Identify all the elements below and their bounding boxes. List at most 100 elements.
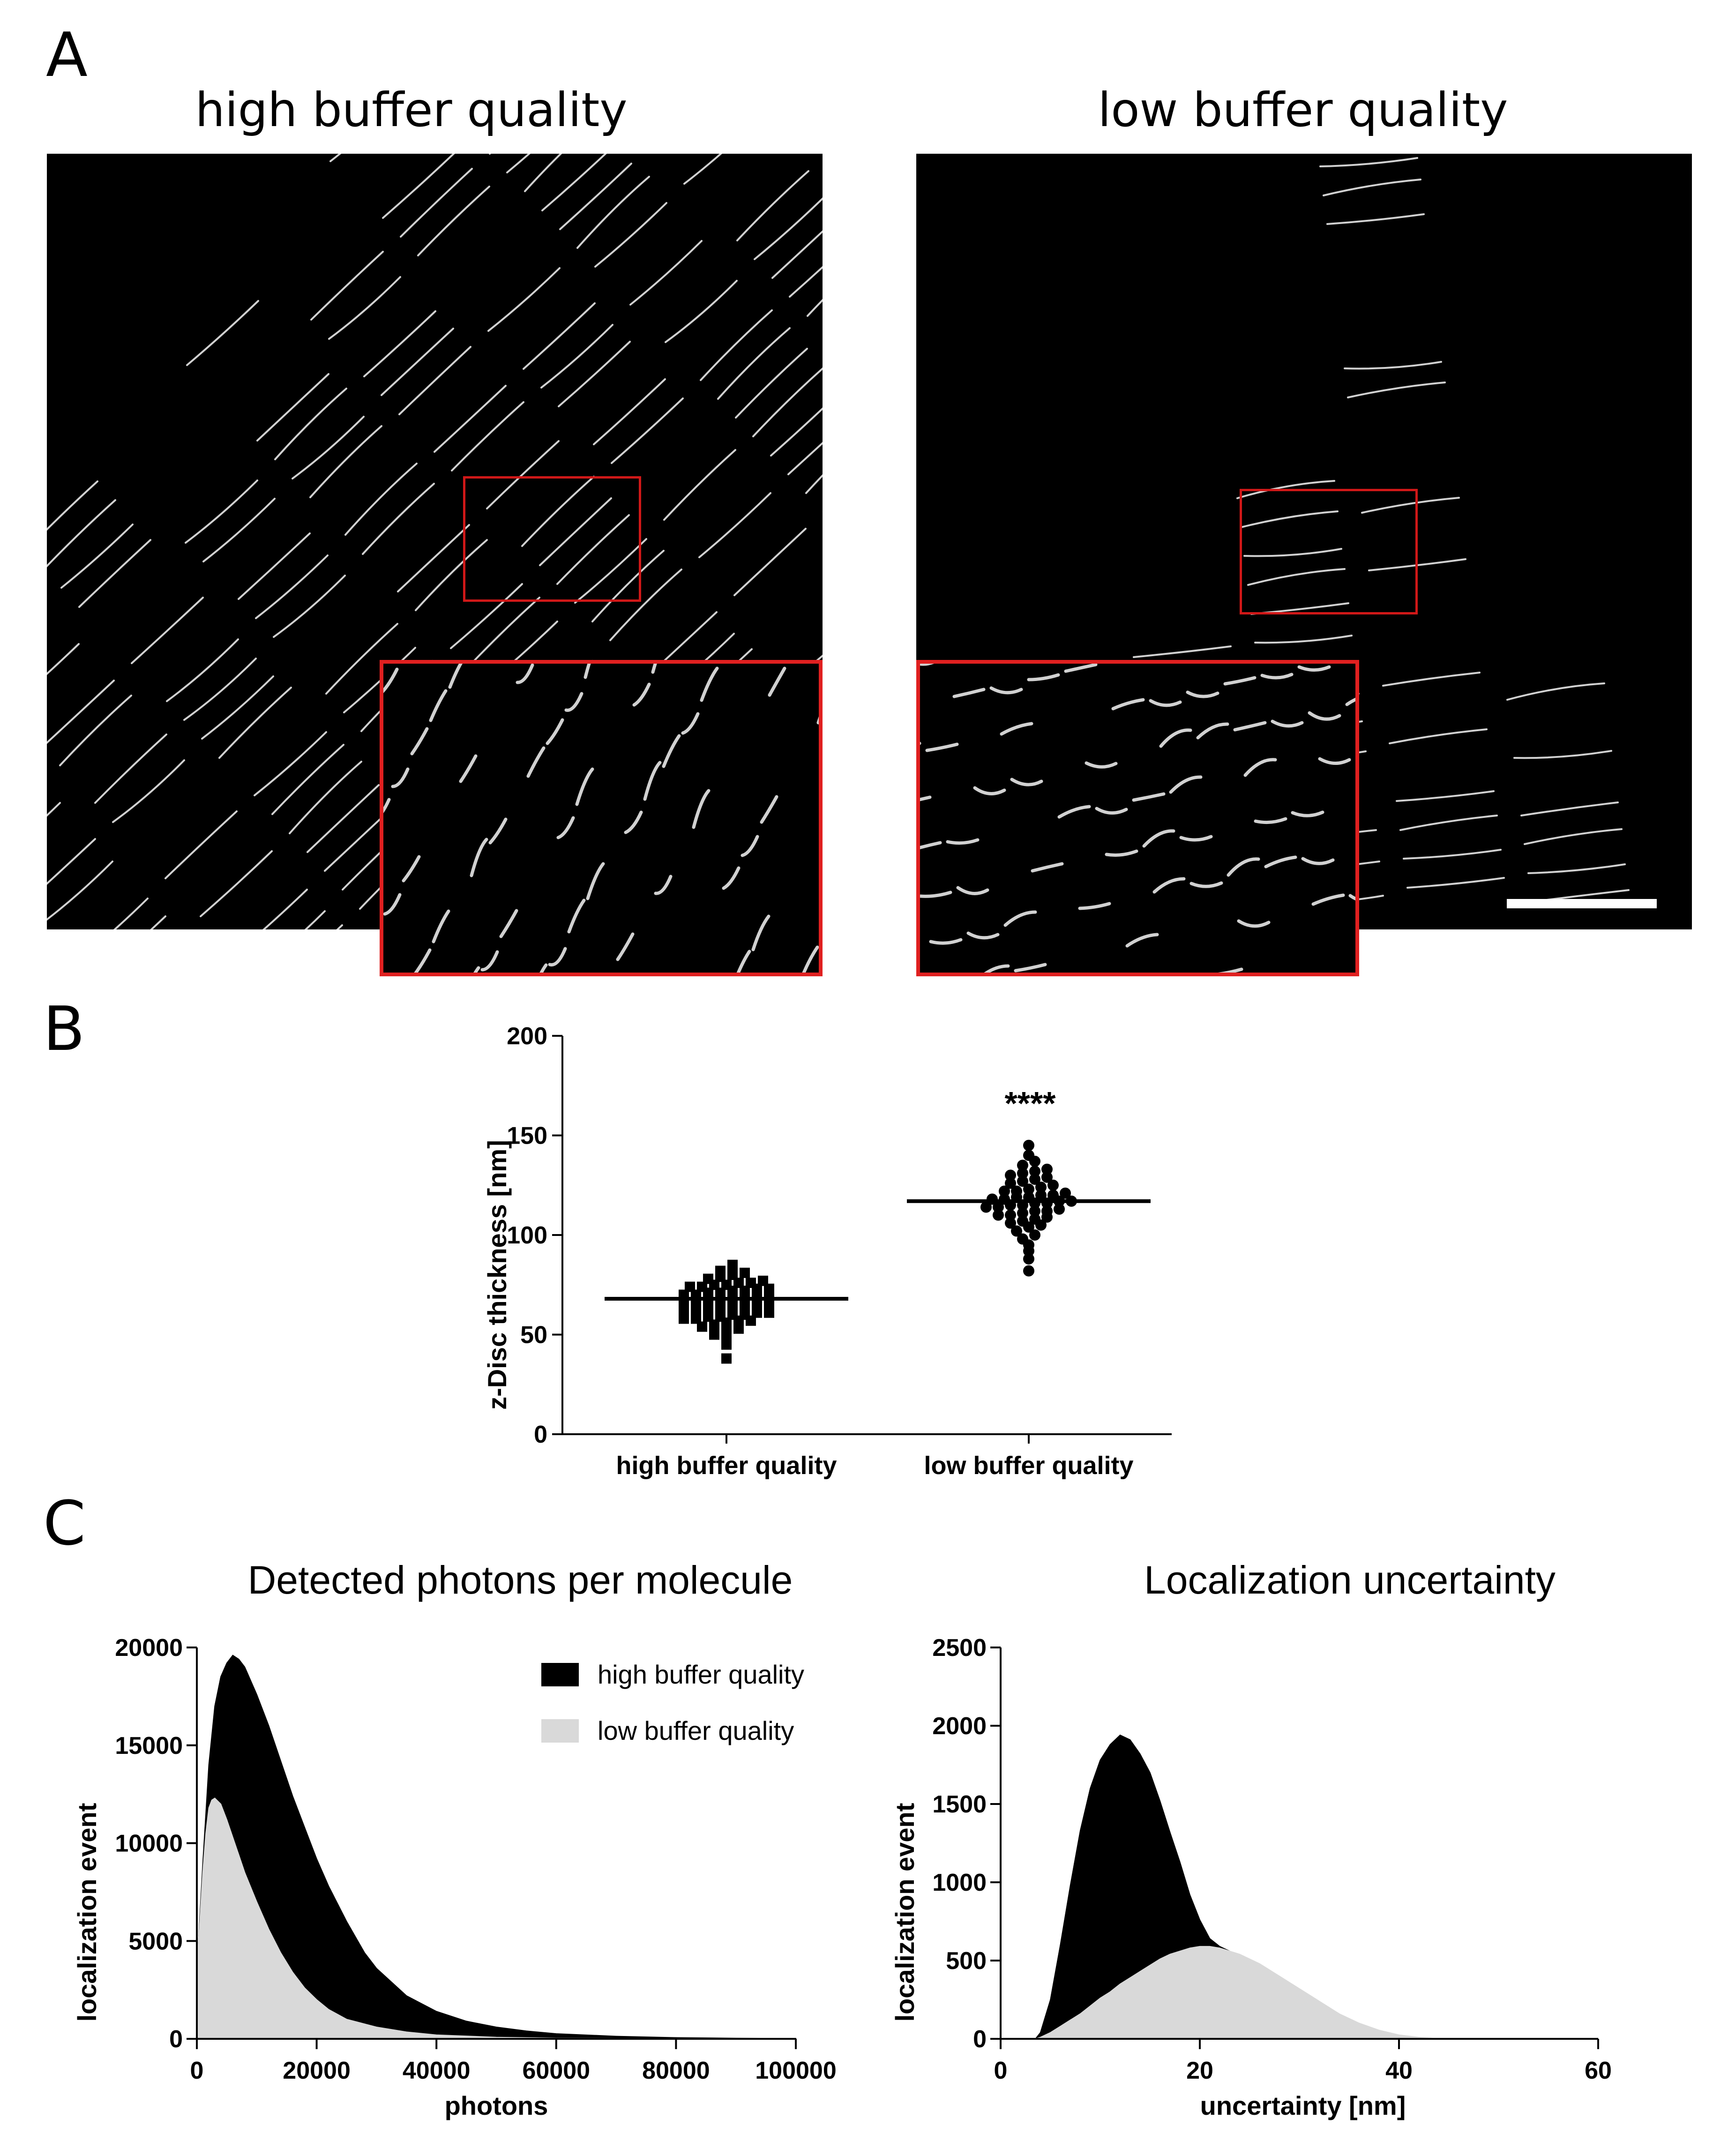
b-point-low (980, 1201, 992, 1213)
b-point-low (1041, 1163, 1053, 1175)
b-point-high (740, 1302, 750, 1312)
b-point-high (721, 1280, 732, 1290)
panel-letter-a: A (46, 19, 88, 90)
left-roi-box (463, 476, 641, 602)
b-y-axis-label: z-Disc thickness [nm] (482, 1140, 512, 1410)
b-point-high (715, 1288, 726, 1298)
b-point-low (1005, 1217, 1016, 1229)
right-roi-box (1240, 489, 1418, 614)
b-point-low (1017, 1207, 1028, 1219)
b-point-high (709, 1319, 719, 1330)
b-point-low (1029, 1213, 1040, 1225)
c2-y-tick-label: 2000 (932, 1713, 987, 1740)
c1-y-tick-label: 5000 (128, 1928, 183, 1955)
c2-title: Localization uncertainty (1144, 1558, 1556, 1602)
b-x-tick-label: high buffer quality (616, 1452, 837, 1480)
b-point-low (1041, 1205, 1053, 1217)
b-point-high (740, 1267, 750, 1278)
b-point-low (1023, 1150, 1034, 1161)
b-point-high (697, 1321, 707, 1332)
b-point-high (758, 1275, 768, 1286)
b-point-high (721, 1325, 732, 1336)
b-point-low (1047, 1179, 1059, 1191)
b-point-low (1023, 1265, 1034, 1277)
c2-y-tick-label: 1000 (932, 1869, 987, 1896)
b-point-high (764, 1307, 774, 1318)
c1-y-tick-label: 15000 (115, 1732, 183, 1759)
b-point-high (740, 1286, 750, 1296)
c2-x-tick-label: 60 (1585, 2057, 1612, 2084)
b-significance-label: **** (1005, 1085, 1056, 1122)
b-point-high (715, 1303, 726, 1314)
b-point-high (733, 1323, 744, 1334)
b-point-high (697, 1281, 707, 1292)
b-x-tick-label: low buffer quality (924, 1452, 1133, 1480)
panel-letter-b: B (43, 993, 85, 1064)
panel-letter-c: C (43, 1488, 86, 1559)
b-point-high (709, 1329, 719, 1340)
b-point-low (993, 1201, 1004, 1213)
c1-area-high (196, 1654, 796, 2039)
b-point-high (746, 1278, 756, 1288)
c2-y-tick-label: 0 (973, 2026, 987, 2053)
c2-x-tick-label: 20 (1186, 2057, 1213, 2084)
right-image-title: low buffer quality (1098, 82, 1508, 137)
b-point-high (752, 1307, 762, 1318)
b-point-low (1035, 1182, 1047, 1193)
b-y-tick-label: 200 (507, 1023, 547, 1050)
b-point-low (993, 1209, 1004, 1221)
right-zoom-inset (916, 660, 1359, 976)
b-point-low (1023, 1253, 1034, 1265)
c1-y-axis-label: localization event (72, 1803, 102, 2022)
b-point-low (1029, 1174, 1040, 1185)
b-point-high (721, 1353, 732, 1364)
c1-area-low (196, 1797, 796, 2039)
detected-photons-chart: Detected photons per molecule 0 5000 10000… (72, 1558, 837, 2120)
b-point-high (703, 1273, 713, 1284)
c1-x-tick-label: 0 (190, 2057, 204, 2084)
c1-title: Detected photons per molecule (248, 1558, 793, 1602)
b-y-tick-label: 0 (534, 1421, 547, 1448)
b-y-tick-label: 150 (507, 1123, 547, 1150)
c1-x-tick-label: 60000 (522, 2057, 590, 2084)
striation-texture (920, 664, 1355, 973)
b-point-high (685, 1281, 695, 1292)
c1-legend: high buffer quality low buffer quality (541, 1660, 804, 1745)
z-disc-thickness-chart: 0 50 100 150 200 high buffer quality low buffe… (482, 1023, 1172, 1480)
c1-y-tick-label: 20000 (115, 1634, 183, 1662)
b-point-low (1011, 1225, 1022, 1237)
b-point-low (1005, 1169, 1016, 1181)
b-point-high (691, 1305, 701, 1316)
b-point-low (1041, 1171, 1053, 1183)
b-point-low (1017, 1160, 1028, 1171)
b-point-high (721, 1333, 732, 1344)
b-point-high (727, 1270, 738, 1280)
b-point-low (1029, 1229, 1040, 1241)
c1-x-axis-label: photons (445, 2091, 548, 2120)
b-point-low (1017, 1175, 1028, 1187)
c2-y-tick-label: 1500 (932, 1791, 987, 1818)
b-point-high (733, 1278, 744, 1288)
c2-area-low (1035, 1946, 1439, 2039)
b-point-low (1023, 1139, 1034, 1151)
legend-label-high: high buffer quality (598, 1660, 804, 1689)
b-point-low (987, 1193, 998, 1205)
b-point-high (691, 1313, 701, 1324)
b-point-low (1060, 1187, 1071, 1199)
b-point-high (703, 1303, 713, 1314)
c2-y-tick-label: 500 (946, 1947, 987, 1975)
b-point-low (1035, 1190, 1047, 1201)
b-point-high (679, 1305, 689, 1316)
b-point-high (715, 1265, 726, 1276)
b-point-high (727, 1302, 738, 1312)
legend-swatch-high (541, 1663, 579, 1686)
c1-x-tick-label: 20000 (283, 2057, 351, 2084)
b-point-low (1005, 1209, 1016, 1221)
b-point-high (740, 1310, 750, 1320)
b-y-tick-label: 100 (507, 1222, 547, 1249)
c2-x-tick-label: 40 (1385, 2057, 1413, 2084)
left-zoom-inset (380, 660, 823, 976)
c1-y-tick-label: 10000 (115, 1830, 183, 1857)
b-point-low (1054, 1203, 1065, 1215)
c2-y-tick-label: 2500 (932, 1634, 987, 1662)
